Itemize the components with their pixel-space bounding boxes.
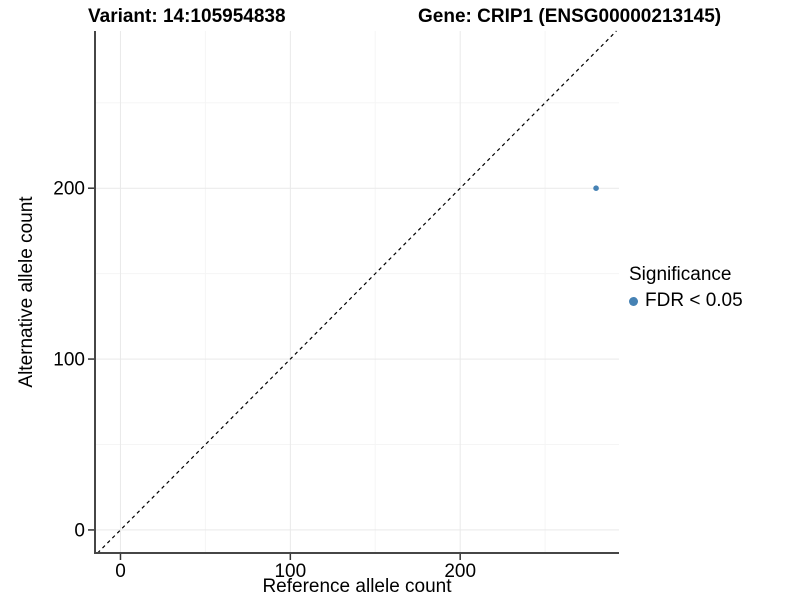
plot-title-variant: Variant: 14:105954838 (88, 6, 286, 27)
plot-title-gene: Gene: CRIP1 (ENSG00000213145) (418, 6, 722, 27)
legend-entry: FDR < 0.05 (629, 290, 743, 312)
y-axis-title: Alternative allele count (16, 196, 37, 388)
legend-title: Significance (629, 264, 732, 285)
legend-point-icon (629, 296, 638, 306)
legend: Significance FDR < 0.05 (629, 264, 743, 312)
y-tick-label: 200 (53, 179, 85, 200)
x-tick-label: 0 (115, 561, 126, 582)
identity-line (97, 30, 617, 554)
x-tick-label: 200 (444, 561, 476, 582)
y-tick-label: 100 (53, 350, 85, 371)
legend-entry-label: FDR < 0.05 (645, 290, 743, 311)
data-point (593, 185, 599, 191)
x-axis-title: Reference allele count (262, 576, 452, 597)
x-tick-label: 100 (274, 561, 306, 582)
y-tick-label: 0 (74, 520, 85, 541)
